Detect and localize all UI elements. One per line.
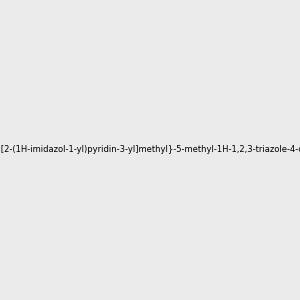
Text: 1-benzyl-N-{[2-(1H-imidazol-1-yl)pyridin-3-yl]methyl}-5-methyl-1H-1,2,3-triazole: 1-benzyl-N-{[2-(1H-imidazol-1-yl)pyridin… (0, 146, 300, 154)
